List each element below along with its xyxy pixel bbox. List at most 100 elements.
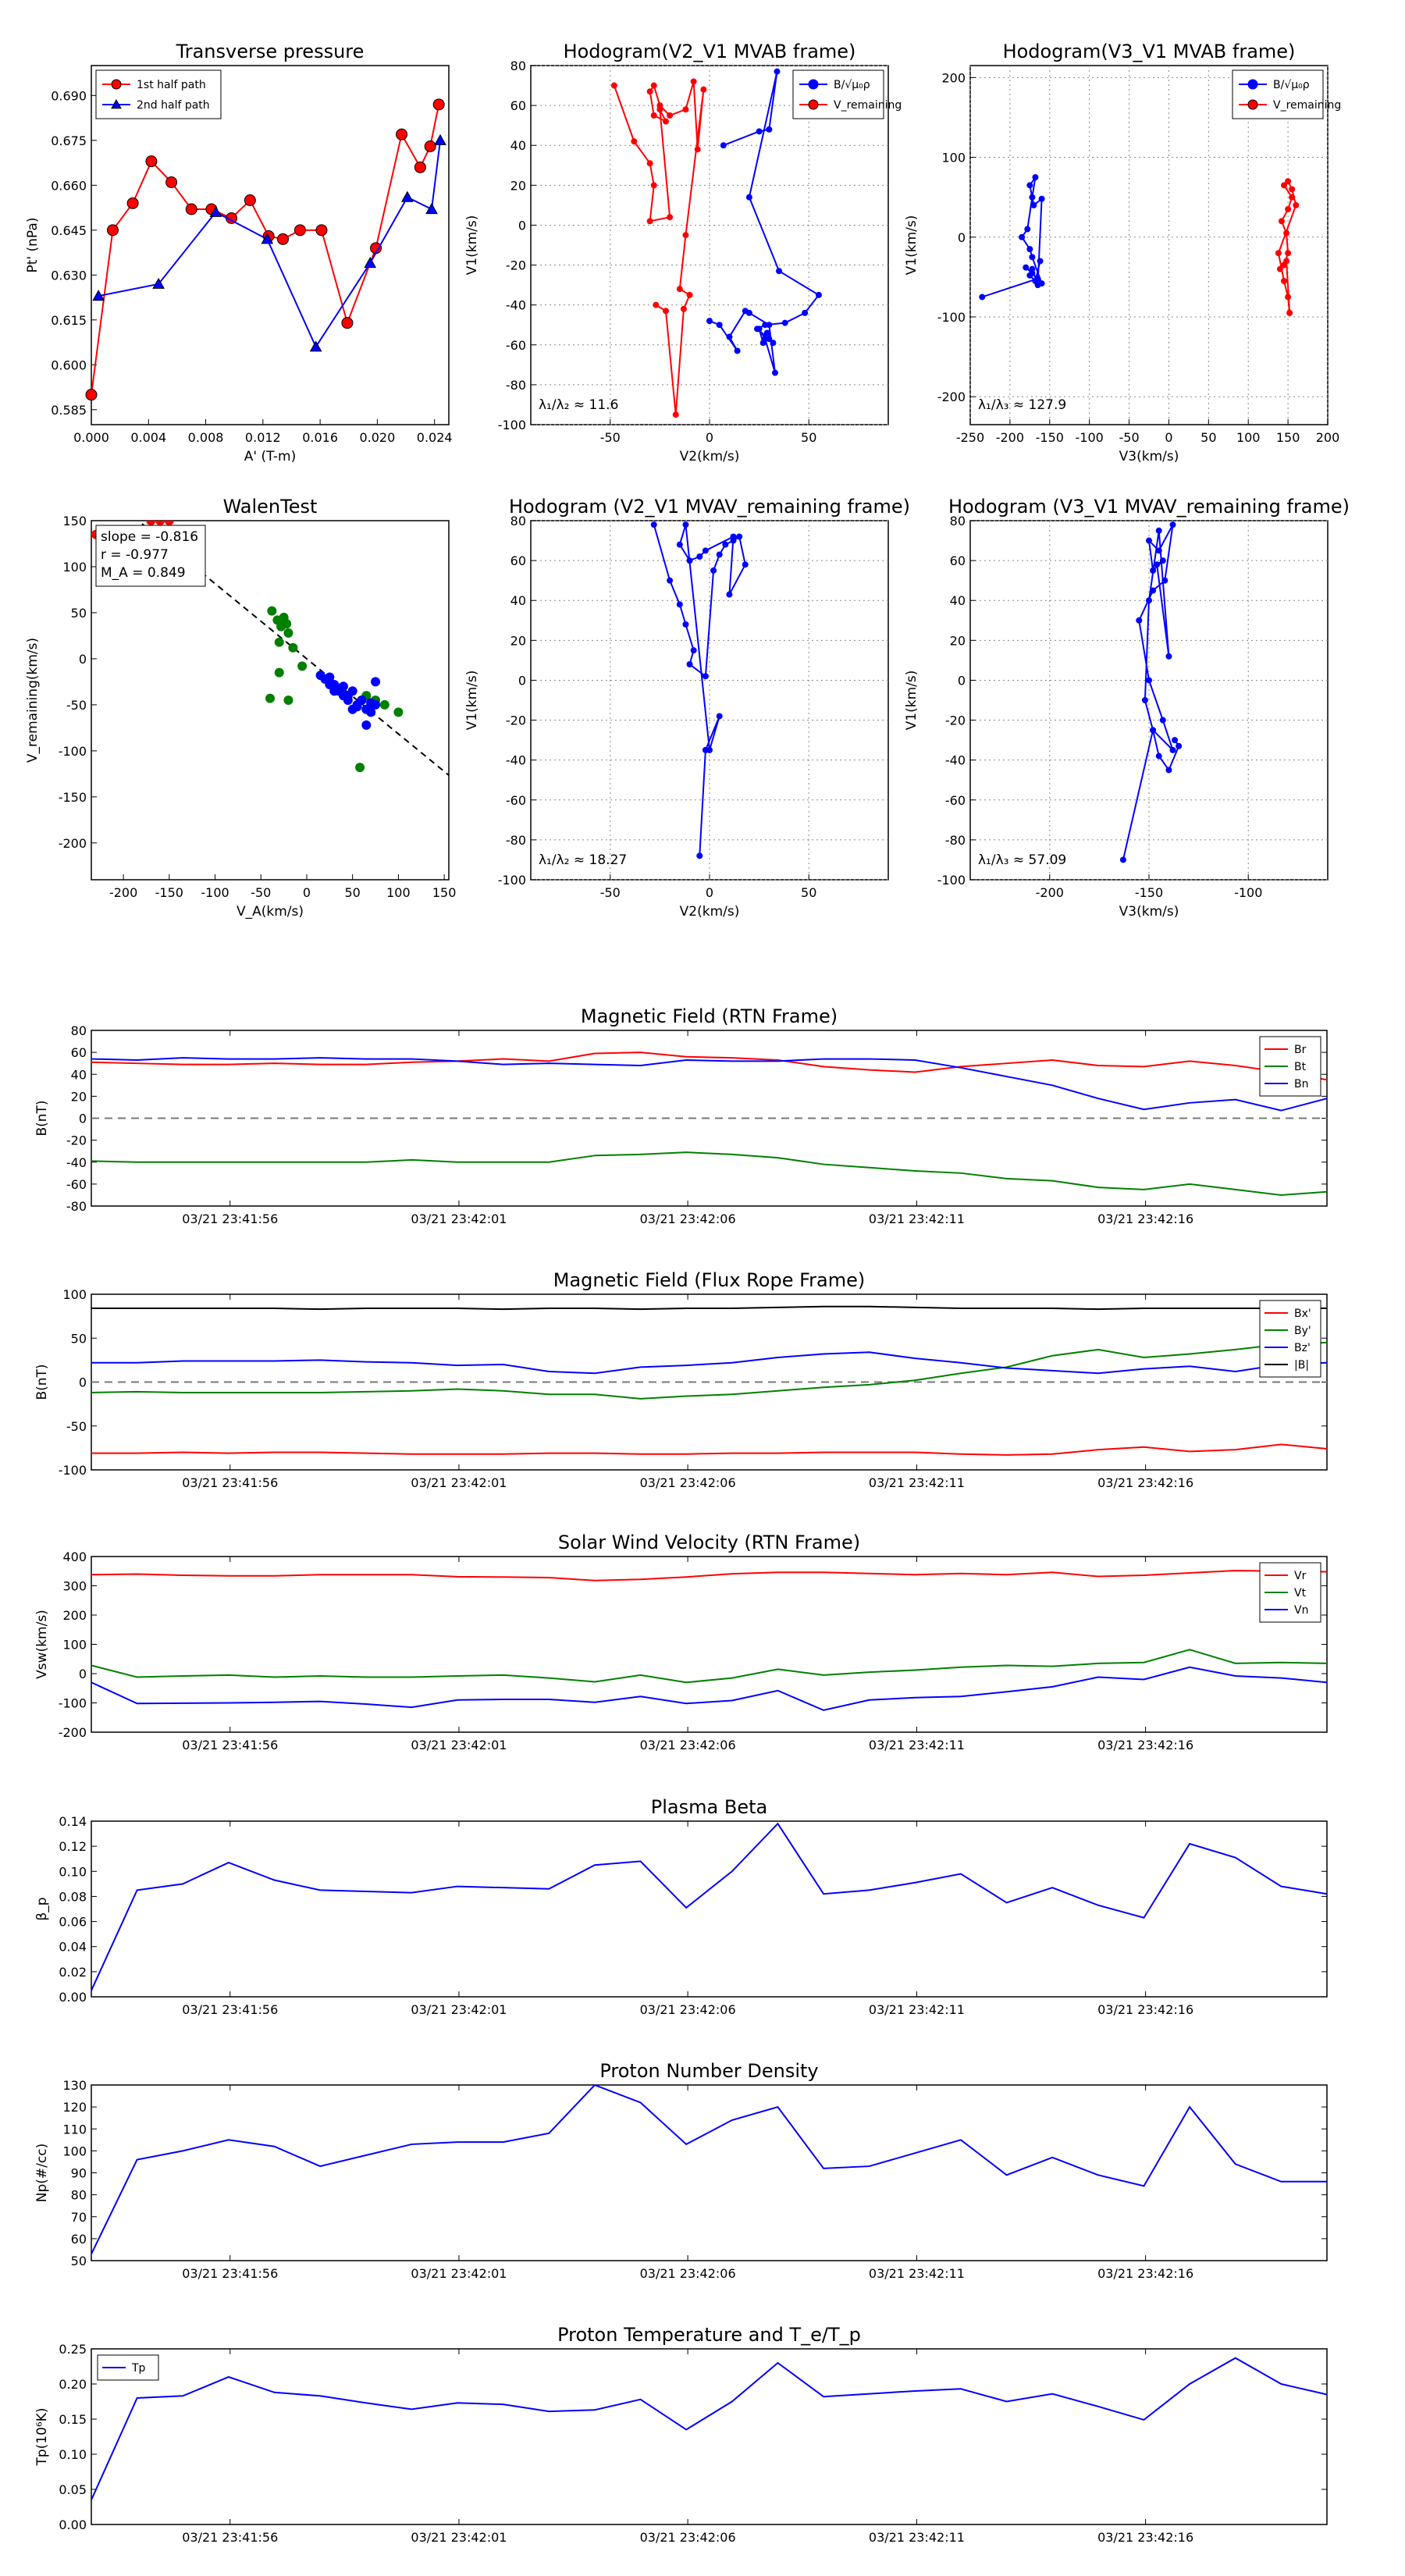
data-point (1150, 727, 1157, 734)
data-point (1026, 182, 1033, 189)
y-axis-label: B(nT) (34, 1100, 50, 1136)
y-tick-label: -100 (498, 418, 526, 432)
data-point (1146, 537, 1152, 544)
legend-label: V_remaining (1273, 99, 1341, 112)
data-point (1146, 597, 1152, 604)
y-tick-label: 0 (958, 230, 966, 245)
data-point (347, 686, 357, 696)
data-point (770, 340, 777, 347)
x-tick-label: -200 (1036, 885, 1064, 900)
chart-title: Hodogram (V3_V1 MVAV_remaining frame) (948, 496, 1350, 518)
data-point (650, 82, 657, 89)
y-tick-label: 0.00 (59, 2517, 87, 2532)
y-axis-label: V1(km/s) (904, 671, 919, 731)
y-tick-label: 50 (71, 1331, 87, 1346)
y-tick-label: -20 (66, 1133, 87, 1148)
y-tick-label: 400 (62, 1550, 87, 1564)
data-point (736, 533, 743, 540)
x-tick-label: 200 (1316, 430, 1340, 445)
y-tick-label: 120 (62, 2100, 87, 2115)
x-tick-label: -50 (600, 430, 621, 445)
data-point (650, 521, 657, 528)
x-tick-label: 03/21 23:41:56 (182, 1475, 278, 1490)
legend-box (1259, 1300, 1321, 1378)
x-tick-label: 0.008 (188, 430, 224, 445)
data-point (165, 176, 178, 188)
x-tick-label: 0 (1165, 430, 1172, 445)
y-tick-label: -100 (498, 873, 526, 888)
data-point (781, 319, 788, 326)
data-point (771, 369, 778, 376)
y-tick-label: 0.15 (59, 2412, 87, 2427)
y-tick-label: 60 (71, 2232, 87, 2247)
data-point (371, 699, 381, 710)
data-point (663, 118, 670, 125)
x-tick-label: 03/21 23:42:11 (869, 2530, 965, 2545)
data-point (1247, 79, 1258, 90)
data-point (720, 142, 727, 149)
x-tick-label: 03/21 23:42:06 (640, 1212, 736, 1226)
series-line-0 (91, 2357, 1328, 2500)
y-tick-label: 40 (950, 593, 966, 608)
x-tick-label: 0.016 (302, 430, 338, 445)
legend-label: B/√μ₀ρ (1273, 79, 1310, 91)
y-tick-label: 100 (62, 560, 87, 575)
data-point (1136, 617, 1143, 624)
x-tick-label: 03/21 23:42:11 (869, 1738, 965, 1752)
y-tick-label: 300 (62, 1579, 87, 1594)
plot-frame (91, 1820, 1328, 1998)
y-tick-label: -80 (66, 1199, 87, 1214)
data-point (1281, 278, 1288, 284)
data-point (1169, 746, 1176, 753)
y-tick-label: 150 (62, 514, 87, 528)
legend-label: V_remaining (834, 99, 902, 112)
data-point (396, 128, 408, 141)
data-point (722, 541, 729, 548)
data-point (1150, 587, 1157, 594)
data-point (690, 647, 697, 654)
data-point (185, 203, 197, 215)
data-point (1176, 742, 1183, 749)
eigenvalue-ratio-label: λ₁/λ₃ ≈ 57.09 (978, 852, 1066, 868)
y-tick-label: 80 (71, 1023, 87, 1038)
data-point (726, 333, 733, 340)
data-point (646, 218, 653, 225)
data-point (145, 155, 158, 168)
y-tick-label: 0.600 (51, 358, 87, 372)
x-tick-label: 0.004 (130, 430, 166, 445)
data-point (164, 521, 174, 525)
data-point (1029, 194, 1036, 201)
eigenvalue-ratio-label: λ₁/λ₂ ≈ 18.27 (539, 852, 627, 868)
x-tick-label: 50 (1200, 430, 1216, 445)
data-point (361, 720, 372, 730)
y-tick-label: 40 (510, 593, 526, 608)
x-tick-label: 100 (1236, 430, 1261, 445)
series-line-1 (91, 1649, 1328, 1684)
chart-title: Magnetic Field (Flux Rope Frame) (553, 1269, 865, 1291)
legend-label: Bn (1294, 1078, 1308, 1091)
chart-title: Proton Temperature and T_e/T_p (557, 2324, 861, 2346)
data-point (432, 98, 445, 111)
data-point (276, 233, 289, 245)
y-tick-label: 20 (950, 633, 966, 648)
y-tick-label: 0 (958, 673, 966, 688)
data-point (1026, 246, 1033, 253)
data-point (756, 128, 763, 135)
data-point (682, 232, 689, 239)
y-tick-label: -150 (59, 790, 87, 805)
data-point (146, 521, 156, 525)
data-point (656, 102, 663, 109)
y-tick-label: -100 (59, 1463, 87, 1478)
y-tick-label: -200 (59, 836, 87, 851)
x-tick-label: -50 (251, 885, 271, 900)
data-point (702, 746, 709, 753)
data-point (261, 233, 274, 244)
data-point (379, 699, 389, 710)
y-tick-label: 0.12 (59, 1839, 87, 1854)
series-line-1 (91, 1341, 1328, 1400)
y-axis-label: V1(km/s) (904, 215, 919, 276)
x-axis-label: V2(km/s) (680, 449, 740, 464)
data-point (1029, 254, 1036, 261)
fit-stats-box (95, 525, 206, 587)
x-tick-label: 03/21 23:42:16 (1097, 2266, 1193, 2281)
